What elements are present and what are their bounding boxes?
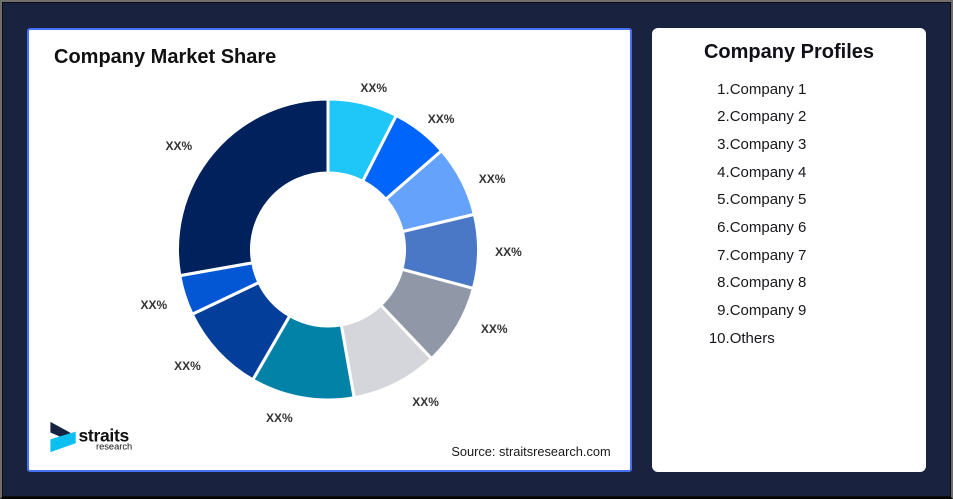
svg-text:research: research <box>96 442 132 452</box>
svg-text:straits: straits <box>79 426 130 446</box>
